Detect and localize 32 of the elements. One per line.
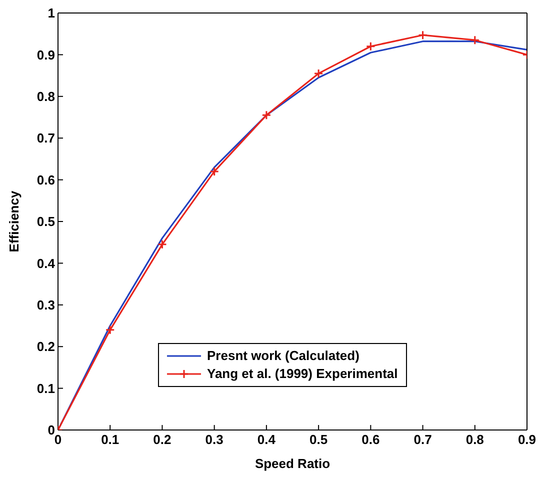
y-tick-label: 0.2	[36, 339, 55, 354]
x-tick-label: 0.7	[414, 432, 432, 448]
y-tick-label: 1	[48, 6, 55, 21]
x-tick-label: 0.1	[101, 432, 120, 448]
y-tick-label: 0.8	[36, 89, 55, 104]
point	[105, 325, 115, 335]
legend-label: Presnt work (Calculated)	[207, 347, 360, 365]
y-axis-title: Efficiency	[6, 190, 22, 252]
x-tick-label: 0.6	[362, 432, 380, 448]
x-tick-label: 0.4	[257, 432, 276, 448]
point	[418, 30, 428, 40]
y-tick-label: 0.7	[36, 130, 55, 146]
y-tick-label: 0.6	[36, 172, 55, 188]
x-tick-label: 0.8	[466, 432, 484, 448]
point	[262, 110, 272, 120]
y-tick-label: 0.5	[36, 214, 55, 230]
x-tick-label: 0.2	[153, 432, 172, 448]
point	[157, 240, 167, 250]
point	[314, 68, 324, 78]
x-tick-label: 0.3	[205, 432, 224, 448]
point	[366, 42, 376, 52]
y-tick-label: 0.9	[36, 47, 55, 62]
x-tick-label: 0.5	[310, 432, 328, 448]
y-tick-label: 0.3	[36, 298, 55, 313]
y-tick-label: 0.1	[36, 380, 55, 396]
x-axis-title: Speed Ratio	[254, 456, 330, 471]
x-tick-label: 0.9	[518, 432, 536, 448]
y-tick-label: 0.4	[36, 256, 56, 271]
point	[210, 166, 220, 176]
y-tick-label: 0	[48, 422, 55, 438]
legend-label: Yang et al. (1999) Experimental	[207, 365, 398, 383]
point	[470, 35, 480, 45]
